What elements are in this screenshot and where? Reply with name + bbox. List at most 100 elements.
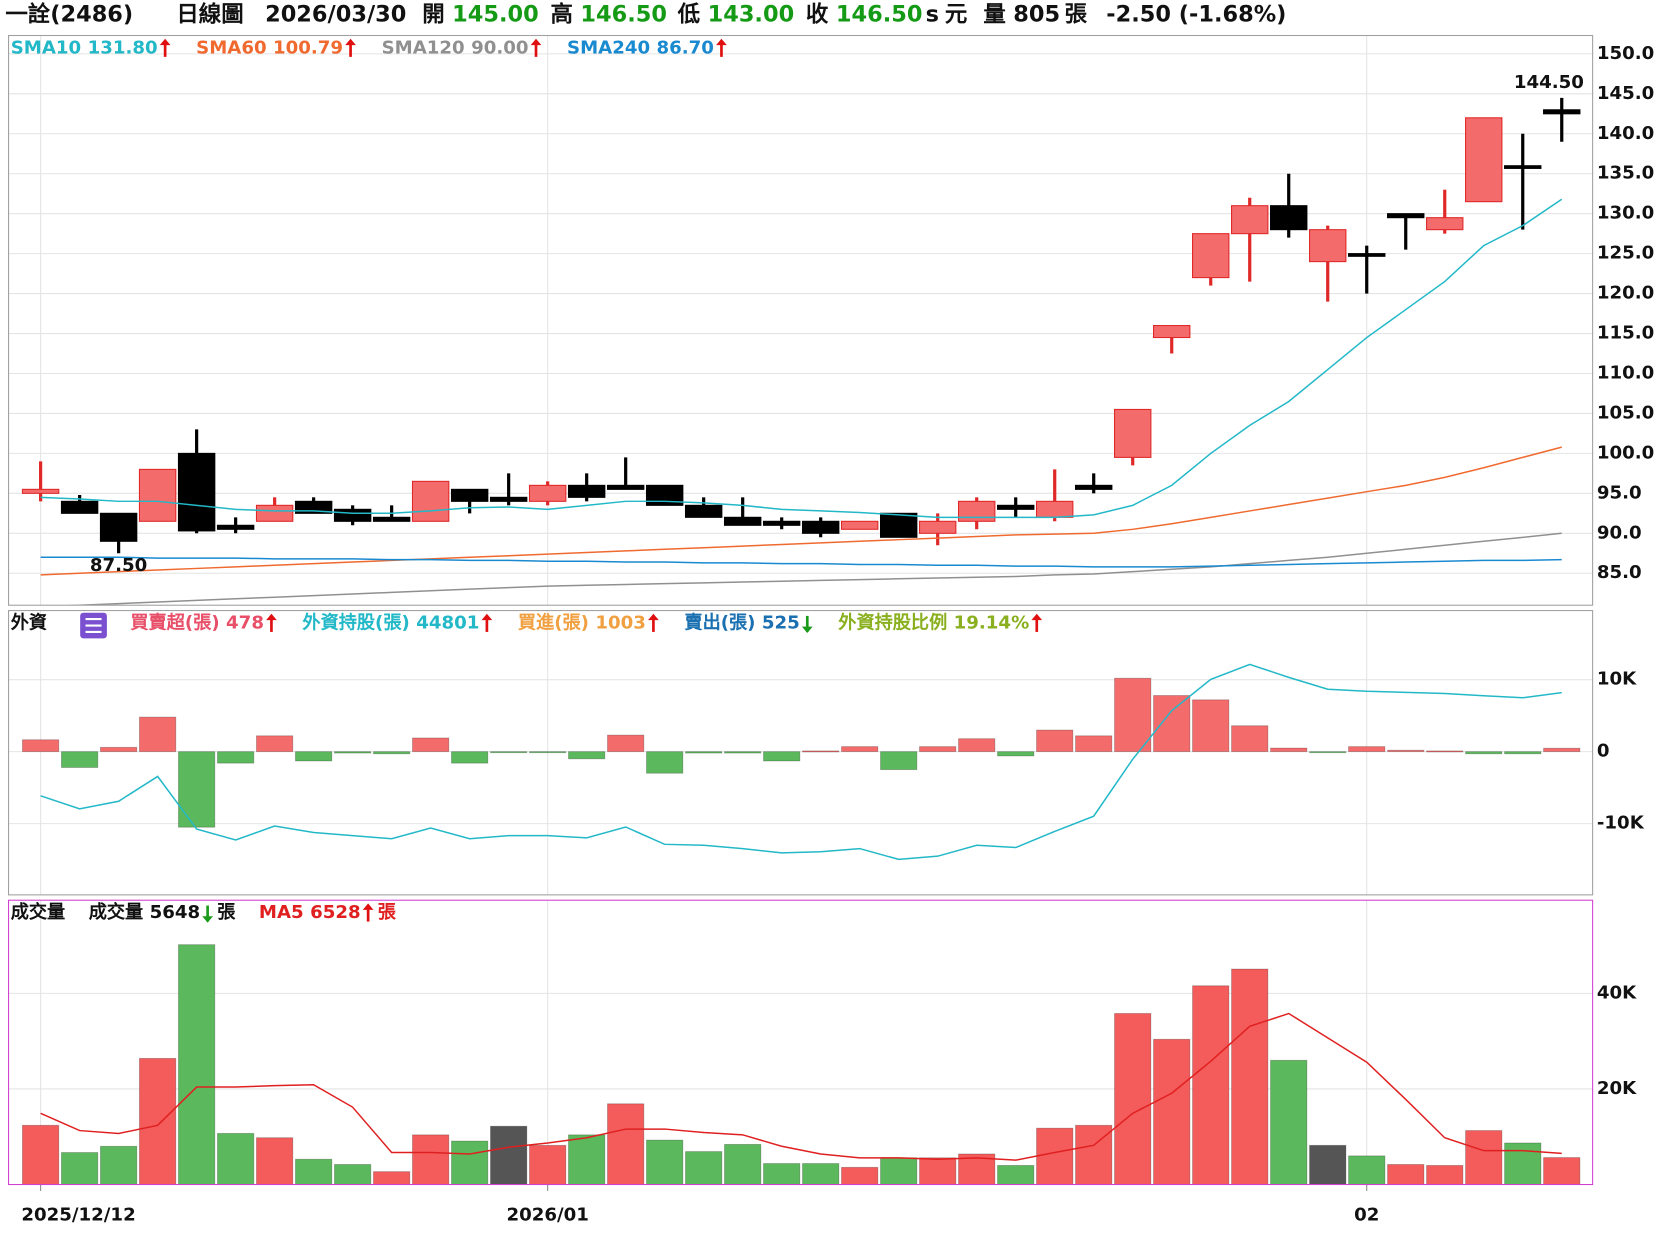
- bar: [1153, 695, 1191, 753]
- x-tick-label: 2025/12/12: [21, 1205, 135, 1226]
- trend-arrow: [362, 903, 374, 922]
- candle-body: [1465, 117, 1503, 203]
- arrow-head: [1031, 613, 1043, 621]
- pane: [8, 900, 1593, 1185]
- s-label: s: [926, 2, 939, 28]
- y-tick-label: 145.0: [1597, 83, 1654, 104]
- trend-arrow: [266, 613, 277, 632]
- close-label: 收: [806, 1, 829, 28]
- foreign-pane-border: [8, 610, 1594, 896]
- bar: [724, 751, 762, 754]
- date: 2026/03/30: [265, 2, 406, 28]
- candle-body: [177, 452, 216, 532]
- bar: [1114, 1013, 1152, 1185]
- bar: [178, 944, 216, 1185]
- pane: [8, 610, 1593, 895]
- arrow-head: [362, 903, 374, 910]
- candle-body: [957, 500, 996, 522]
- bar: [568, 1134, 606, 1185]
- bar: [295, 751, 333, 762]
- volume-label: 量: [983, 2, 1005, 28]
- open-label: 開: [422, 2, 444, 28]
- legend-value: 1003: [595, 612, 646, 633]
- trend-arrow: [716, 38, 727, 57]
- bar: [412, 737, 450, 753]
- arrow-head: [481, 613, 493, 621]
- candle-body: [333, 508, 372, 522]
- bar: [646, 751, 684, 774]
- bar: [763, 751, 801, 762]
- candle-body: [1075, 484, 1113, 490]
- y-tick-label: 10K: [1597, 669, 1637, 690]
- y-tick-label: 125.0: [1597, 243, 1654, 264]
- candle-body: [411, 480, 450, 522]
- bar: [1036, 1127, 1074, 1185]
- candle-body: [1114, 408, 1152, 458]
- candle-body: [801, 520, 840, 534]
- y-tick-label: 95.0: [1597, 482, 1642, 503]
- candle-body: [372, 516, 411, 522]
- trend-arrow: [481, 613, 493, 632]
- pane-title: 成交量: [11, 901, 65, 923]
- y-tick-label: 130.0: [1597, 203, 1654, 224]
- x-tick-label: 02: [1354, 1205, 1379, 1226]
- menu-icon[interactable]: [80, 612, 107, 639]
- change: -2.50 (-1.68%): [1106, 2, 1286, 28]
- trend-arrow: [801, 615, 813, 633]
- legend-name: 外資持股(張): [302, 611, 409, 633]
- trend-arrow: [345, 38, 356, 57]
- arrow-head: [345, 38, 356, 46]
- header: 一詮(2486) 日線圖 2026/03/30 開 145.00 高 146.5…: [5, 1, 1286, 28]
- legend-value: 86.70: [657, 37, 714, 58]
- bar: [802, 750, 840, 753]
- legend-value: 90.00: [471, 37, 528, 58]
- bar: [1504, 1142, 1542, 1185]
- candle-body: [1231, 205, 1269, 235]
- bar: [139, 1057, 177, 1185]
- bar: [451, 1140, 489, 1185]
- bar: [373, 751, 411, 755]
- chart-layer: 85.0 90.0 95.0 100.0 105.0 110.0 115.0 120.0 125…: [8, 35, 1654, 1226]
- bar: [1465, 1130, 1503, 1185]
- y-tick-label: -10K: [1597, 813, 1645, 834]
- bar: [334, 751, 372, 754]
- bar: [256, 735, 294, 753]
- bar: [529, 751, 567, 754]
- legend-value: 525: [762, 612, 800, 633]
- legend-name: 買賣超(張): [130, 611, 219, 633]
- bar: [139, 716, 177, 753]
- trend-arrow: [1031, 613, 1043, 632]
- candle-body: [567, 484, 606, 498]
- bar: [1153, 1038, 1191, 1185]
- bar: [1231, 725, 1269, 753]
- arrow-head: [648, 613, 659, 621]
- candle-body: [1035, 500, 1074, 518]
- bar: [568, 751, 606, 760]
- bar: [919, 746, 957, 753]
- bar: [1387, 1164, 1425, 1185]
- low-label: 低: [677, 2, 701, 28]
- bar: [997, 751, 1035, 757]
- series-line: [61, 532, 1562, 606]
- y-tick-label: 150.0: [1597, 43, 1654, 64]
- bar: [1270, 747, 1308, 753]
- candle-body: [450, 488, 489, 502]
- bar: [1036, 729, 1074, 753]
- candle-body: [1543, 109, 1581, 115]
- candle-body: [1153, 325, 1191, 339]
- bar: [685, 751, 723, 754]
- trend-arrow: [530, 38, 542, 57]
- candle-body: [138, 468, 177, 522]
- y-tick-label: 135.0: [1597, 163, 1654, 184]
- candle-body: [1387, 213, 1425, 219]
- candle-body: [489, 496, 528, 502]
- candle-body: [723, 516, 762, 526]
- bar: [607, 1103, 645, 1185]
- candle-body: [1426, 217, 1464, 231]
- y-tick-label: 105.0: [1597, 402, 1654, 423]
- candle-body: [645, 484, 684, 506]
- bar: [490, 751, 528, 754]
- candle-body: [684, 504, 723, 518]
- bar: [1309, 751, 1347, 754]
